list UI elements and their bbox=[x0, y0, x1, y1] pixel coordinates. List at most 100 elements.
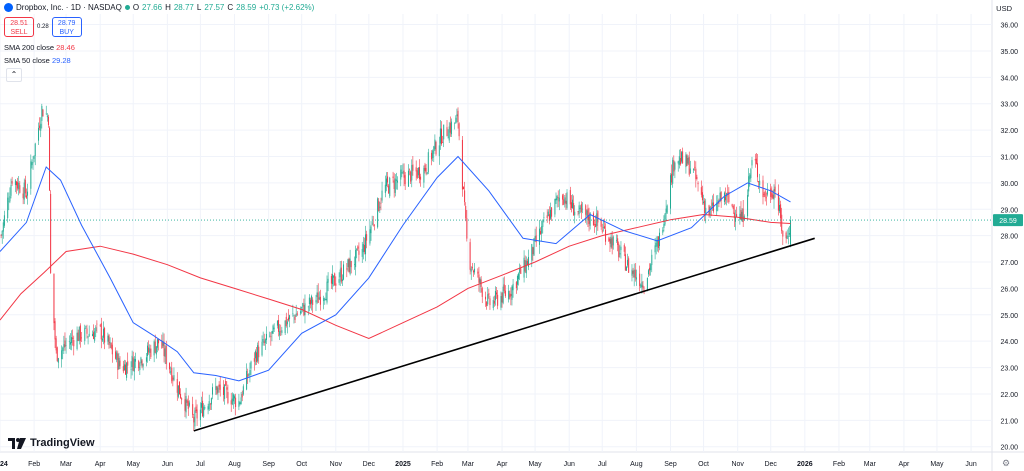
x-tick-label: 2024 bbox=[0, 461, 8, 468]
candle-body bbox=[349, 258, 351, 275]
settings-gear-icon[interactable]: ⚙ bbox=[1002, 458, 1011, 468]
candle-body bbox=[755, 158, 757, 165]
candle-body bbox=[508, 290, 510, 300]
candle-body bbox=[412, 164, 414, 171]
candle-body bbox=[534, 236, 536, 239]
candle-body bbox=[565, 200, 567, 205]
candle-body bbox=[22, 193, 24, 199]
sma200-legend[interactable]: SMA 200 close 28.46 bbox=[4, 43, 75, 52]
collapse-legend-button[interactable]: ⌃ bbox=[6, 68, 22, 82]
candle-body bbox=[466, 218, 468, 239]
candle-body bbox=[696, 177, 698, 179]
candle-body bbox=[461, 139, 463, 190]
candle-body bbox=[171, 367, 173, 382]
candle-body bbox=[518, 273, 520, 280]
candle-body bbox=[339, 269, 341, 278]
candle-body bbox=[71, 337, 73, 343]
candle-body bbox=[697, 182, 699, 185]
candle-body bbox=[595, 223, 597, 228]
candle-body bbox=[618, 243, 620, 258]
candle-body bbox=[678, 156, 680, 165]
candle-body bbox=[509, 293, 511, 298]
candle-body bbox=[401, 172, 403, 174]
candle-body bbox=[361, 249, 363, 257]
candle-body bbox=[566, 192, 568, 208]
candle-body bbox=[525, 260, 527, 274]
candle-body bbox=[176, 379, 178, 393]
candle-body bbox=[594, 224, 596, 225]
candle-body bbox=[720, 192, 722, 201]
y-tick-label: 21.00 bbox=[1000, 418, 1018, 425]
candle-body bbox=[241, 393, 243, 398]
buy-label: BUY bbox=[59, 29, 74, 36]
close-value: 28.59 bbox=[236, 3, 257, 12]
candle-body bbox=[172, 377, 174, 380]
candle-body bbox=[57, 358, 59, 363]
time-axis[interactable]: 2024 Feb Mar Apr May Jun Jul Aug Sep Oct Nov Dec 202… bbox=[0, 461, 977, 468]
candle-body bbox=[77, 332, 79, 341]
candle-body bbox=[365, 234, 367, 255]
candle-body bbox=[76, 332, 78, 349]
x-tick-label: Feb bbox=[833, 461, 845, 468]
candle-body bbox=[685, 154, 687, 168]
sell-button[interactable]: 28.51 SELL bbox=[4, 17, 34, 37]
price-axis[interactable]: 20.00 21.00 22.00 23.00 24.00 25.00 26.00 27.00… bbox=[993, 23, 1023, 452]
candle-body bbox=[489, 298, 491, 306]
candle-body bbox=[523, 257, 525, 278]
candle-body bbox=[588, 216, 590, 224]
candle-body bbox=[423, 167, 425, 183]
candle-body bbox=[442, 141, 444, 143]
candle-body bbox=[612, 236, 614, 246]
candle-body bbox=[14, 180, 16, 186]
y-tick-label: 36.00 bbox=[1000, 23, 1018, 30]
candle-body bbox=[210, 398, 212, 405]
sma50-legend[interactable]: SMA 50 close 29.28 bbox=[4, 56, 71, 65]
candle-body bbox=[138, 360, 140, 369]
currency-label[interactable]: USD bbox=[996, 4, 1012, 13]
candle-body bbox=[558, 197, 560, 202]
x-tick-label: Dec bbox=[363, 461, 376, 468]
x-tick-label: Jun bbox=[162, 461, 173, 468]
symbol-title[interactable]: Dropbox, Inc. · 1D · NASDAQ bbox=[16, 3, 122, 12]
candle-body bbox=[424, 164, 426, 171]
candle-body bbox=[118, 357, 120, 370]
y-tick-label: 24.00 bbox=[1000, 339, 1018, 346]
candle-body bbox=[693, 168, 695, 171]
candle-body bbox=[519, 267, 521, 273]
candle-body bbox=[682, 151, 684, 164]
candle-body bbox=[501, 293, 503, 303]
candle-body bbox=[239, 402, 241, 404]
candle-body bbox=[246, 370, 248, 390]
candle-body bbox=[431, 152, 433, 160]
x-tick-label: 2026 bbox=[797, 461, 813, 468]
candle-body bbox=[23, 182, 25, 200]
support-trendline bbox=[193, 237, 815, 432]
candle-body bbox=[393, 180, 395, 190]
candle-body bbox=[278, 319, 280, 332]
candle-body bbox=[308, 297, 310, 305]
candle-body bbox=[193, 416, 195, 423]
candle-body bbox=[589, 212, 591, 226]
candle-body bbox=[651, 254, 653, 266]
candle-body bbox=[93, 332, 95, 339]
candle-body bbox=[516, 275, 518, 285]
candle-body bbox=[226, 387, 228, 390]
candle-body bbox=[65, 345, 67, 346]
brand-name: TradingView bbox=[30, 437, 95, 449]
candle-body bbox=[394, 178, 396, 193]
x-tick-label: Jun bbox=[564, 461, 575, 468]
candle-body bbox=[280, 330, 282, 332]
x-tick-label: Mar bbox=[462, 461, 475, 468]
candle-body bbox=[569, 190, 571, 205]
candle-body bbox=[178, 381, 180, 395]
candle-body bbox=[502, 286, 504, 303]
buy-button[interactable]: 28.79 BUY bbox=[51, 17, 82, 37]
candle-body bbox=[87, 336, 89, 338]
candle-body bbox=[785, 232, 787, 239]
candle-body bbox=[126, 362, 128, 378]
candle-body bbox=[133, 358, 135, 372]
candle-body bbox=[185, 396, 187, 413]
candle-body bbox=[600, 220, 602, 227]
candle-body bbox=[46, 115, 48, 118]
